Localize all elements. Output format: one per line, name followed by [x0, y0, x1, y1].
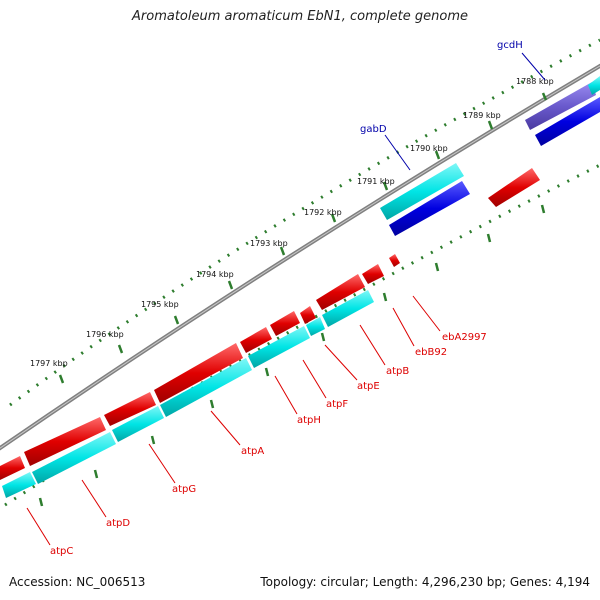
gene-label-ebB92: ebB92 — [415, 347, 447, 358]
blue-feature-1[interactable] — [535, 97, 600, 146]
gabD-feature[interactable] — [380, 163, 464, 220]
ruler-label-1794: 1794 kbp — [196, 270, 234, 279]
gene-label-atpB: atpB — [386, 366, 409, 377]
blue-feature-2[interactable] — [389, 181, 470, 236]
bottom-gene-labels: ebA2997 ebB92 atpB atpE atpF atpH atpA a… — [50, 332, 487, 557]
ruler-track — [9, 38, 600, 407]
ruler-label-1789: 1789 kbp — [463, 111, 501, 120]
atpE-feature[interactable] — [300, 306, 316, 324]
gene-right-edge-feature[interactable] — [588, 76, 600, 95]
cyan-feature-1[interactable] — [322, 290, 374, 327]
ruler-label-1793: 1793 kbp — [250, 239, 288, 248]
ruler-label-1791: 1791 kbp — [357, 177, 395, 186]
atpF-feature[interactable] — [270, 311, 300, 336]
gene-label-atpF: atpF — [326, 399, 348, 410]
ebA2997-feature[interactable] — [389, 254, 400, 267]
gene-label-ebA2997: ebA2997 — [442, 332, 487, 343]
ruler-labels: 1788 kbp 1789 kbp 1790 kbp 1791 kbp 1792… — [30, 77, 554, 368]
gene-label-atpG: atpG — [172, 484, 196, 495]
forward-features-inner — [389, 97, 600, 236]
cyan-feature-3[interactable] — [248, 326, 310, 368]
reverse-features — [0, 168, 540, 480]
cyan-feature-2[interactable] — [306, 317, 325, 336]
ruler-label-1790: 1790 kbp — [410, 144, 448, 153]
gene-label-atpA: atpA — [241, 446, 264, 457]
reverse-feature-top[interactable] — [488, 168, 540, 207]
gene-label-atpD: atpD — [106, 518, 130, 529]
top-gene-leaders — [384, 52, 546, 171]
genome-backbone-highlight — [0, 65, 600, 449]
cyan-feature-6[interactable] — [32, 432, 116, 484]
cyan-feature-4[interactable] — [160, 358, 252, 417]
bottom-gene-leaders — [26, 295, 441, 546]
ruler-label-1795: 1795 kbp — [141, 300, 179, 309]
atpD-feature[interactable] — [24, 417, 106, 466]
ruler-label-1792: 1792 kbp — [304, 208, 342, 217]
forward-features-outer — [380, 76, 600, 220]
map-title: Aromatoleum aromaticum EbN1, complete ge… — [132, 9, 468, 24]
gene-label-atpC: atpC — [50, 546, 73, 557]
ruler-label-1796: 1796 kbp — [86, 330, 124, 339]
atpA-feature[interactable] — [154, 343, 243, 403]
ebB92-feature[interactable] — [362, 264, 384, 284]
gene-label-gabD: gabD — [360, 124, 387, 135]
accession-text: Accession: NC_006513 — [9, 575, 146, 589]
gene-label-gcdH: gcdH — [497, 40, 523, 51]
ruler-major-ticks — [58, 92, 548, 384]
cyan-feature-5[interactable] — [112, 406, 164, 442]
gene-label-atpE: atpE — [357, 381, 380, 392]
cyan-feature-7[interactable] — [2, 472, 36, 498]
inner-ruler-major-ticks — [38, 204, 546, 507]
ruler-label-1788: 1788 kbp — [516, 77, 554, 86]
atpG-feature[interactable] — [104, 392, 156, 426]
forward-features-lower — [2, 290, 374, 498]
top-gene-labels: gcdH gabD — [360, 40, 523, 135]
atpC-feature[interactable] — [0, 456, 25, 480]
gcdH-feature[interactable] — [525, 82, 596, 130]
atpB-feature[interactable] — [316, 274, 365, 310]
atpH-feature[interactable] — [240, 327, 272, 353]
genome-summary-text: Topology: circular; Length: 4,296,230 bp… — [260, 575, 590, 589]
gene-label-atpH: atpH — [297, 415, 321, 426]
ruler-label-1797: 1797 kbp — [30, 359, 68, 368]
